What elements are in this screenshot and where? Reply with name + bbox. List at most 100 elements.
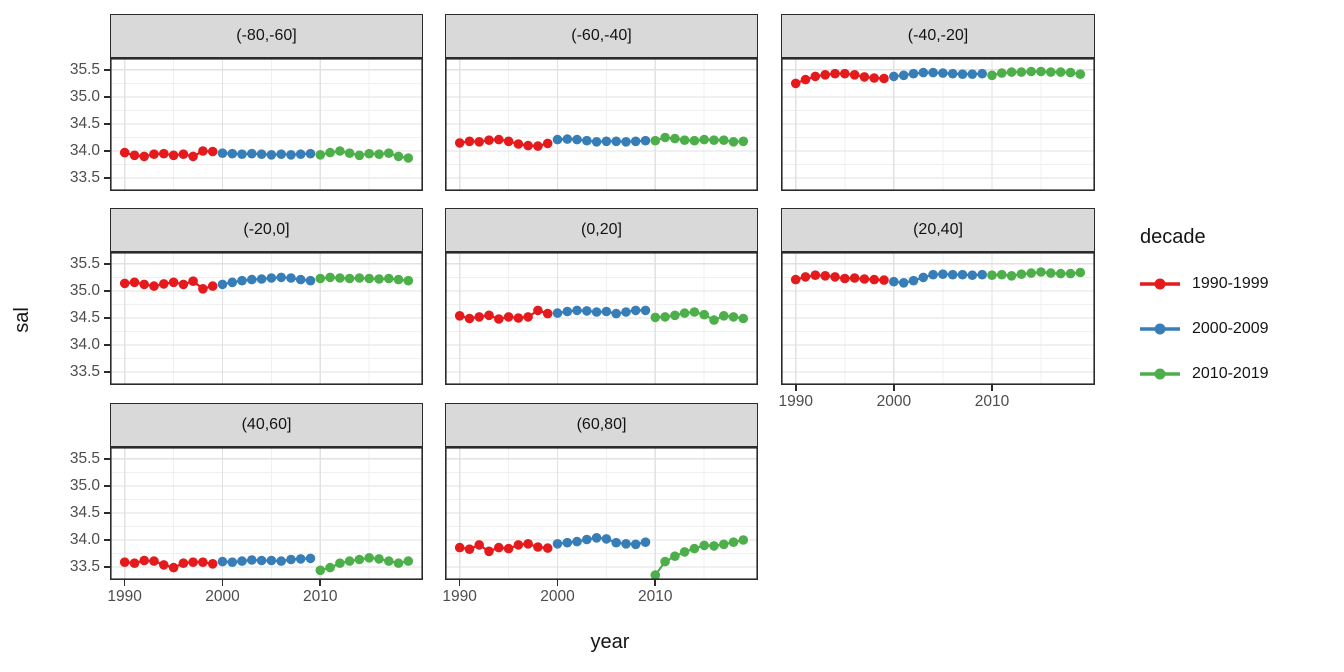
series-line-2000-2009 — [221, 557, 312, 564]
x-tick-label: 2010 — [974, 393, 1010, 410]
y-tick-label: 33.5 — [69, 558, 100, 576]
data-point-2010-2019 — [650, 135, 661, 146]
data-point-2000-2009 — [621, 539, 631, 549]
data-point-1990-1999 — [129, 277, 140, 288]
data-point-2000-2009 — [286, 150, 296, 160]
facet-panel-6 — [110, 447, 423, 580]
x-tick-mark — [319, 580, 322, 586]
panel-border — [110, 447, 423, 580]
data-point-2000-2009 — [928, 67, 938, 78]
panel-border — [781, 58, 1095, 191]
data-point-2010-2019 — [354, 150, 365, 161]
data-point-1990-1999 — [168, 150, 179, 161]
data-point-2010-2019 — [344, 273, 355, 284]
data-point-2000-2009 — [295, 149, 306, 159]
x-tick-mark — [654, 580, 657, 586]
data-point-2010-2019 — [403, 275, 414, 286]
data-point-1990-1999 — [503, 136, 514, 147]
series-line-2000-2009 — [892, 71, 984, 78]
data-point-1990-1999 — [178, 279, 189, 290]
data-point-2000-2009 — [630, 136, 641, 147]
data-point-2010-2019 — [364, 553, 374, 563]
data-point-2000-2009 — [591, 137, 602, 147]
data-point-2010-2019 — [335, 146, 345, 156]
data-point-2010-2019 — [1075, 267, 1086, 278]
data-point-1990-1999 — [542, 308, 553, 319]
data-point-2000-2009 — [562, 306, 573, 317]
data-point-2010-2019 — [403, 153, 414, 163]
x-tick-mark — [893, 385, 895, 391]
data-point-2010-2019 — [374, 149, 384, 159]
data-point-2000-2009 — [611, 537, 621, 548]
panel-border — [445, 252, 758, 385]
data-point-2010-2019 — [660, 312, 670, 322]
data-point-2010-2019 — [650, 570, 661, 580]
data-point-2000-2009 — [256, 274, 267, 284]
data-point-2000-2009 — [977, 269, 987, 280]
data-point-1990-1999 — [149, 281, 159, 291]
data-point-2010-2019 — [728, 312, 739, 322]
data-point-2000-2009 — [889, 71, 899, 82]
data-point-2000-2009 — [256, 149, 267, 159]
data-point-2010-2019 — [1055, 268, 1066, 279]
data-point-2000-2009 — [957, 269, 968, 280]
legend-item-2000-2009: 2000-2009 — [1140, 306, 1269, 351]
data-point-2000-2009 — [630, 305, 641, 316]
y-tick-mark — [104, 96, 110, 98]
data-point-1990-1999 — [830, 68, 840, 79]
y-tick-mark — [104, 566, 110, 568]
data-point-2010-2019 — [997, 68, 1007, 78]
x-tick-label: 1990 — [442, 588, 477, 605]
data-point-2010-2019 — [1036, 66, 1046, 77]
series-line-2010-2019 — [990, 70, 1082, 77]
data-point-2000-2009 — [591, 533, 602, 543]
y-tick-label: 35.5 — [69, 60, 100, 78]
series-line-1990-1999 — [458, 138, 549, 148]
data-point-1990-1999 — [859, 274, 870, 284]
data-point-1990-1999 — [178, 149, 189, 159]
x-tick-label: 2000 — [876, 393, 912, 410]
data-point-2010-2019 — [1016, 269, 1027, 279]
y-tick-mark — [104, 485, 110, 487]
data-point-2010-2019 — [1055, 67, 1066, 77]
y-tick-label: 35.5 — [69, 449, 100, 467]
series-line-1990-1999 — [458, 542, 549, 553]
data-point-2010-2019 — [1046, 67, 1056, 77]
data-point-1990-1999 — [830, 272, 840, 282]
y-tick-label: 34.5 — [69, 503, 100, 521]
data-point-2010-2019 — [384, 148, 394, 158]
data-point-2000-2009 — [582, 534, 592, 545]
y-tick-label: 34.5 — [69, 114, 100, 132]
facet-strip-label-5: (20,40] — [913, 221, 963, 238]
data-point-2010-2019 — [997, 269, 1007, 280]
data-point-1990-1999 — [503, 543, 514, 554]
y-tick-mark — [104, 344, 110, 346]
data-point-1990-1999 — [139, 555, 149, 566]
data-point-2010-2019 — [344, 148, 355, 158]
data-point-2000-2009 — [591, 307, 602, 317]
y-tick-label: 35.0 — [69, 87, 100, 105]
data-point-2000-2009 — [247, 555, 257, 565]
series-line-1990-1999 — [794, 72, 886, 85]
y-tick-label: 34.0 — [69, 530, 100, 548]
facet-strip-label-4: (0,20] — [581, 221, 622, 238]
x-tick-label: 2000 — [540, 588, 575, 605]
data-point-2010-2019 — [709, 135, 719, 145]
data-point-2010-2019 — [709, 541, 719, 551]
data-point-2010-2019 — [1006, 271, 1017, 281]
data-point-2010-2019 — [987, 70, 997, 81]
data-point-2010-2019 — [738, 535, 749, 545]
data-point-2010-2019 — [403, 556, 414, 566]
data-point-1990-1999 — [494, 314, 504, 324]
data-point-2010-2019 — [344, 556, 355, 566]
data-point-1990-1999 — [879, 73, 889, 84]
legend-key-icon — [1140, 368, 1180, 379]
series-line-2000-2009 — [556, 309, 647, 315]
data-point-1990-1999 — [523, 539, 533, 549]
data-point-2000-2009 — [967, 270, 978, 280]
panel-border — [445, 58, 758, 191]
facet-strip-6: (40,60] — [110, 403, 423, 447]
data-point-2010-2019 — [987, 270, 997, 280]
data-point-2010-2019 — [1075, 69, 1086, 79]
facet-strip-label-3: (-20,0] — [243, 221, 290, 238]
